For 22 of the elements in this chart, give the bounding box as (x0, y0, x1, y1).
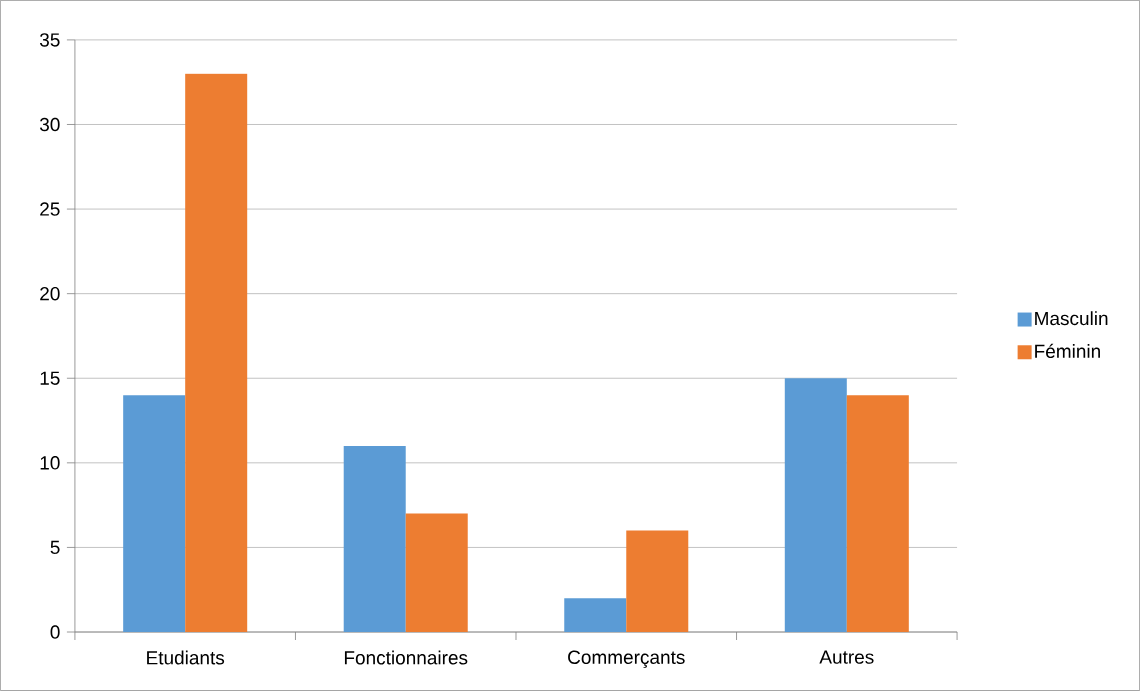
legend-label: Féminin (1035, 343, 1100, 359)
x-tick-label: Etudiants (147, 650, 225, 665)
y-tick-label: 15 (40, 371, 60, 385)
y-tick-label: 5 (50, 540, 60, 555)
y-tick-label: 0 (50, 625, 60, 639)
bar (784, 378, 847, 633)
y-tick-label: 20 (40, 286, 60, 301)
y-tick-label: 30 (39, 117, 60, 132)
bar (626, 530, 689, 633)
bar (123, 395, 186, 633)
bar (343, 445, 406, 633)
bar (185, 73, 248, 633)
bar (564, 598, 627, 633)
y-tick-label: 25 (40, 202, 60, 216)
y-tick-label: 35 (39, 33, 60, 47)
x-tick-label: Commerçants (568, 650, 685, 668)
bar (846, 395, 909, 633)
x-tick-label: Fonctionnaires (344, 650, 468, 665)
legend-label: Masculin (1035, 311, 1108, 326)
bar (405, 513, 468, 633)
y-tick-label: 10 (40, 456, 60, 470)
x-tick-label: Autres (819, 650, 874, 664)
